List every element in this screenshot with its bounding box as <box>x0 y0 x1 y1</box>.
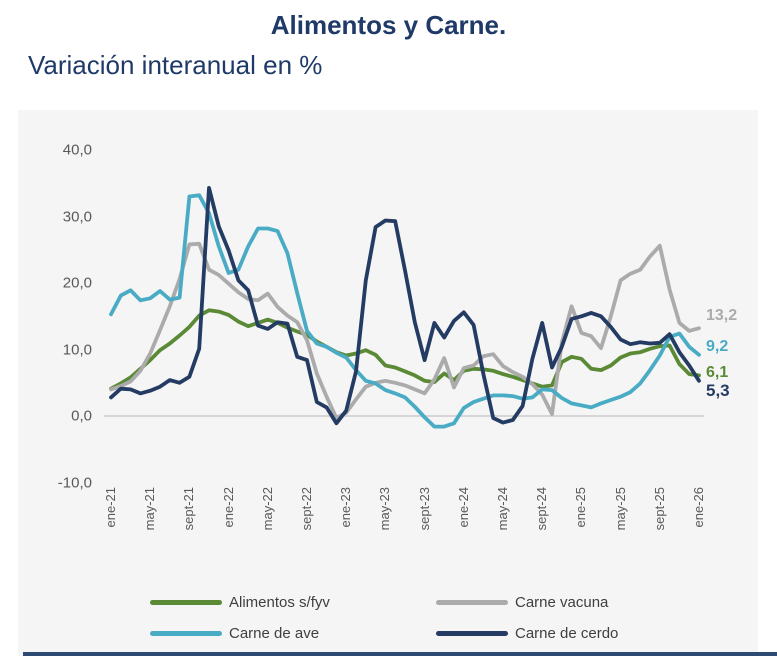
series-end-label: 5,3 <box>706 381 730 400</box>
legend-item-ave: Carne de ave <box>150 624 320 642</box>
x-axis-label-text: sept-23 <box>416 487 432 531</box>
x-axis-label-text: may-25 <box>612 487 628 531</box>
legend-item-alimentos: Alimentos s/fyv <box>150 593 330 611</box>
x-axis-label: sept-21 <box>181 487 197 565</box>
series-end-label: 9,2 <box>706 338 729 355</box>
x-axis-label-text: ene-26 <box>691 487 706 528</box>
x-axis-label-text: ene-21 <box>103 487 118 528</box>
x-axis-label-text: may-23 <box>377 487 393 531</box>
legend-swatch-cerdo <box>436 630 508 636</box>
legend-label-vacuna: Carne vacuna <box>515 593 609 611</box>
series-end-label: 13,2 <box>706 307 738 324</box>
legend-label-alimentos: Alimentos s/fyv <box>229 593 330 611</box>
x-axis-label-text: sept-21 <box>181 487 197 531</box>
legend-swatch-vacuna <box>436 599 508 605</box>
x-axis-label: may-23 <box>377 487 393 565</box>
legend-item-cerdo: Carne de cerdo <box>436 624 619 642</box>
x-axis-label-text: may-22 <box>259 487 275 531</box>
series-line-1 <box>109 241 701 420</box>
x-axis-label: may-25 <box>613 487 629 565</box>
x-axis-label: ene-24 <box>456 487 472 565</box>
x-axis-label: sept-22 <box>299 487 315 565</box>
page-title: Alimentos y Carne. <box>270 10 507 40</box>
y-axis-label: -10,0 <box>57 474 92 491</box>
x-axis-label: may-24 <box>495 487 511 565</box>
legend-swatch-alimentos <box>150 599 222 605</box>
x-axis-label-text: ene-24 <box>455 487 471 528</box>
y-axis-label: 40,0 <box>62 141 92 159</box>
x-axis-label: sept-24 <box>534 487 550 565</box>
x-axis-label-text: sept-24 <box>534 487 550 531</box>
x-axis-label: ene-26 <box>691 487 707 565</box>
legend-label-ave: Carne de ave <box>229 624 320 642</box>
x-axis-label: sept-25 <box>652 487 668 565</box>
chart-panel <box>18 110 758 656</box>
page-subtitle: Variación interanual en % <box>28 50 323 80</box>
legend-label-cerdo: Carne de cerdo <box>515 624 619 642</box>
series-line-3 <box>109 186 701 426</box>
x-axis-label: sept-23 <box>417 487 433 565</box>
x-axis-label-text: sept-25 <box>651 487 667 531</box>
y-axis-label: 30,0 <box>62 208 92 225</box>
footer-accent-bar <box>23 652 777 656</box>
x-axis-label-text: ene-22 <box>220 487 236 528</box>
x-axis-label: ene-23 <box>338 487 354 565</box>
x-axis-label-text: sept-22 <box>299 487 314 531</box>
y-axis-label: 10,0 <box>62 341 92 358</box>
x-axis-label: ene-21 <box>103 487 119 565</box>
legend-item-vacuna: Carne vacuna <box>436 593 609 611</box>
x-axis-label: ene-22 <box>221 487 237 565</box>
x-axis-label-text: may-24 <box>495 487 510 531</box>
series-line-0 <box>109 308 701 391</box>
x-axis-label-text: may-21 <box>142 487 158 531</box>
legend-swatch-ave <box>150 630 222 636</box>
x-axis-label-text: ene-23 <box>338 487 354 528</box>
y-axis-label: 0,0 <box>71 407 92 425</box>
y-axis-label: 20,0 <box>62 274 92 292</box>
line-chart <box>104 186 704 429</box>
x-axis-label-text: ene-25 <box>573 487 589 528</box>
x-axis-label: may-21 <box>142 487 158 565</box>
x-axis-label: may-22 <box>260 487 276 565</box>
x-axis-label: ene-25 <box>573 487 589 565</box>
series-end-label: 6,1 <box>706 364 729 381</box>
